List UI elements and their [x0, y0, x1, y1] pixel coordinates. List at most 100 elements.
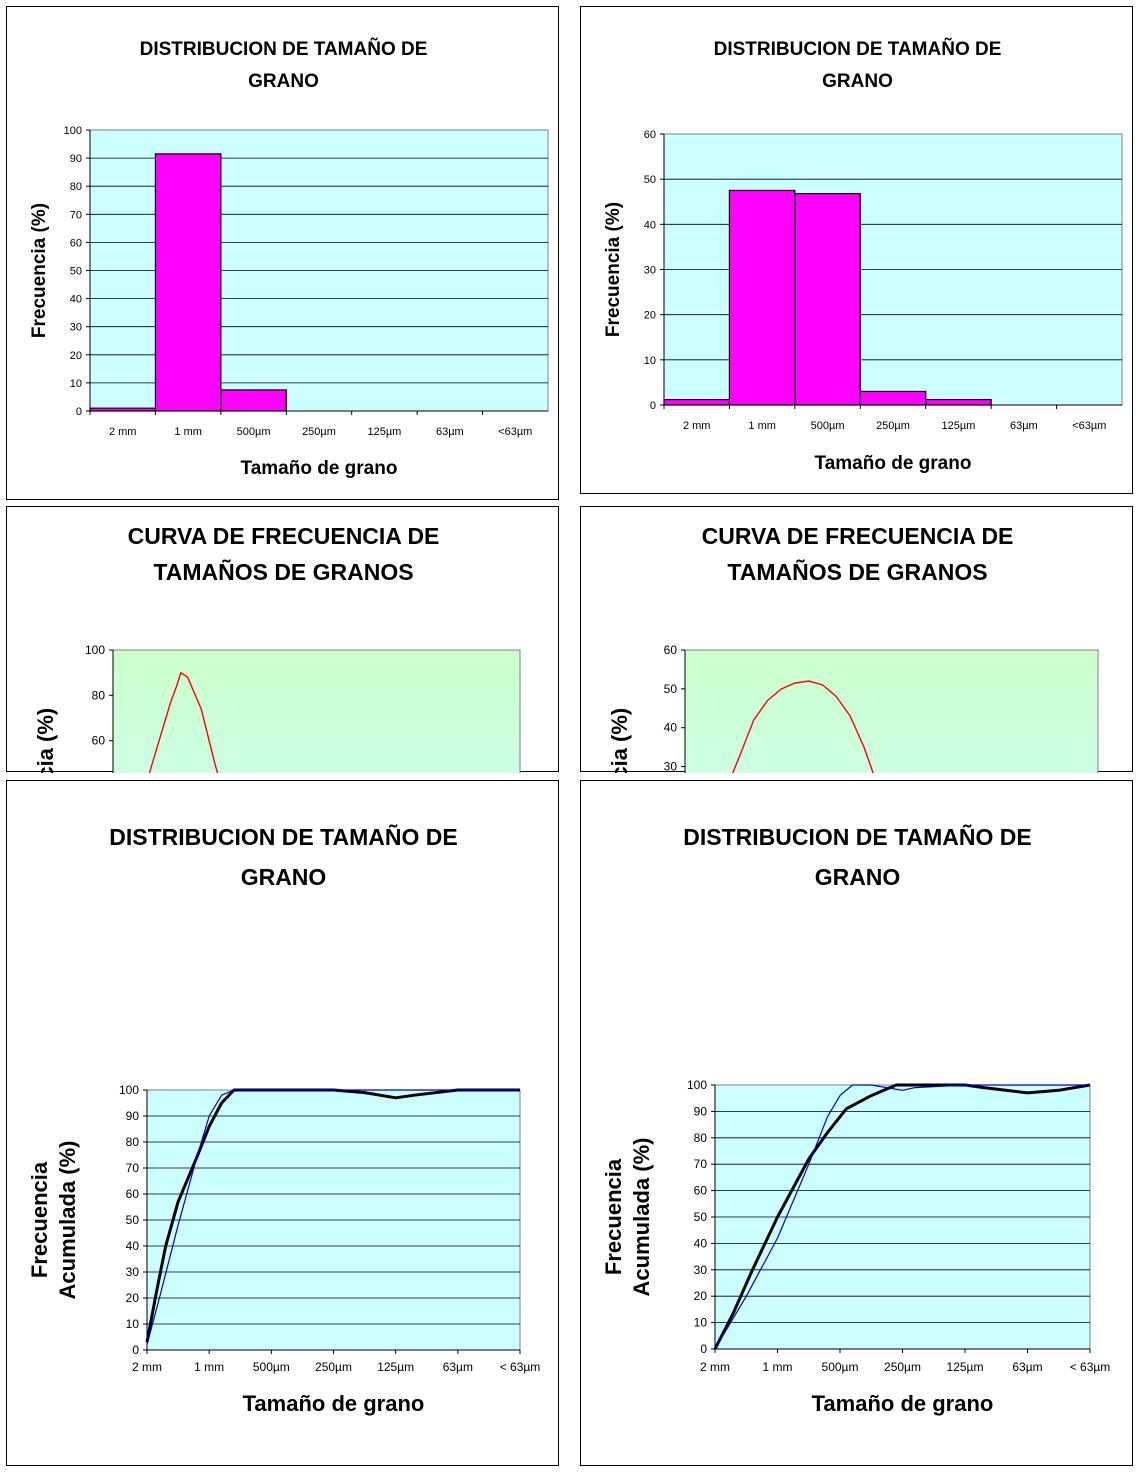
x-axis-label: Tamaño de grano — [243, 1391, 425, 1416]
chart-title: GRANO — [822, 71, 893, 92]
x-tick-label: 2 mm — [109, 426, 137, 438]
chart-title: DISTRIBUCION DE TAMAÑO DE — [140, 38, 428, 60]
y-tick-label: 20 — [644, 310, 656, 322]
y-tick-label: 70 — [126, 1161, 140, 1175]
bar — [859, 390, 927, 406]
x-axis-label: Tamaño de grano — [815, 453, 972, 474]
x-tick-label: 2 mm — [132, 1360, 162, 1374]
bar — [89, 407, 157, 412]
y-tick-label: 70 — [694, 1157, 708, 1171]
x-tick-label: 250µm — [302, 426, 336, 438]
y-tick-label: 30 — [664, 760, 678, 773]
chart-panel-histogram-1: DISTRIBUCION DE TAMAÑO DE GRANO 0 10 20 30 40 5… — [6, 6, 559, 500]
y-tick-label: 30 — [70, 322, 82, 334]
x-tick-label: 1 mm — [174, 426, 202, 438]
series-line — [714, 1084, 1090, 1350]
y-tick-label: 0 — [700, 1342, 707, 1356]
y-tick-label: 60 — [694, 1184, 708, 1198]
x-tick-label: 250µm — [315, 1360, 352, 1374]
y-axis-label: Acumulada (%) — [629, 1138, 654, 1297]
x-tick-label: < 63µm — [1070, 1360, 1111, 1374]
x-tick-label: 125µm — [941, 420, 975, 432]
y-tick-label: 10 — [126, 1317, 140, 1331]
y-tick-label: 100 — [64, 125, 82, 137]
x-tick-label: <63µm — [498, 426, 532, 438]
plot-area — [112, 649, 521, 773]
bar — [663, 398, 731, 406]
bar — [220, 389, 287, 412]
bar — [925, 398, 992, 406]
x-tick-label: 63µm — [1010, 420, 1038, 432]
x-axis-label: Tamaño de grano — [812, 1391, 994, 1416]
y-tick-label: 40 — [664, 721, 678, 735]
bar — [794, 193, 861, 406]
y-tick-label: 40 — [126, 1239, 140, 1253]
x-tick-label: 500µm — [253, 1360, 290, 1374]
x-tick-label: 1 mm — [748, 420, 776, 432]
plot-area — [684, 649, 1099, 773]
y-tick-label: 40 — [70, 294, 82, 306]
y-tick-label: 50 — [694, 1210, 708, 1224]
x-tick-label: 1 mm — [194, 1360, 224, 1374]
y-tick-label: 90 — [126, 1109, 140, 1123]
y-axis-label: Frecuencia (%) — [29, 203, 50, 338]
y-tick-label: 60 — [70, 237, 82, 249]
x-tick-label: < 63µm — [500, 1360, 541, 1374]
x-tick-label: 63µm — [1012, 1360, 1042, 1374]
chart-panel-cumulative-1: DISTRIBUCION DE TAMAÑO DE GRANO 0 10 20 30 40 5… — [6, 780, 559, 1466]
y-tick-label: 70 — [70, 209, 82, 221]
chart-title: DISTRIBUCION DE TAMAÑO DE — [683, 823, 1031, 850]
x-tick-label: 63µm — [436, 426, 464, 438]
chart-panel-histogram-2: DISTRIBUCION DE TAMAÑO DE GRANO 0 10 20 30 40 5… — [580, 6, 1133, 494]
x-tick-label: 1 mm — [763, 1360, 793, 1374]
x-tick-label: 500µm — [822, 1360, 859, 1374]
y-tick-label: 0 — [132, 1343, 139, 1357]
x-tick-label: 125µm — [947, 1360, 984, 1374]
x-axis-label: Tamaño de grano — [241, 458, 398, 479]
x-tick-label: <63µm — [1072, 420, 1106, 432]
chart-title: CURVA DE FRECUENCIA DE — [128, 523, 440, 549]
chart-title: TAMAÑOS DE GRANOS — [153, 558, 413, 585]
chart-title: GRANO — [815, 864, 901, 890]
x-tick-label: 500µm — [237, 426, 271, 438]
y-tick-label: 30 — [644, 265, 656, 277]
chart-title: DISTRIBUCION DE TAMAÑO DE — [109, 823, 457, 850]
y-tick-label: 40 — [644, 219, 656, 231]
y-axis-label: Frecuencia (%) — [607, 708, 632, 773]
chart-svg: DISTRIBUCION DE TAMAÑO DE GRANO 0 10 20 30 40 5… — [27, 823, 541, 1416]
y-axis-label: Acumulada (%) — [55, 1141, 80, 1300]
y-tick-label: 10 — [70, 378, 82, 390]
chart-panel-cumulative-2: DISTRIBUCION DE TAMAÑO DE GRANO 0 10 20 30 40 5… — [580, 780, 1133, 1466]
y-tick-label: 80 — [70, 181, 82, 193]
y-axis-label: Frecuencia (%) — [603, 202, 624, 337]
series-line — [713, 1083, 1091, 1350]
x-tick-label: 2 mm — [683, 420, 711, 432]
y-tick-label: 60 — [644, 129, 656, 141]
series-line — [148, 671, 219, 773]
y-axis-label: Frecuencia (%) — [33, 708, 58, 773]
y-tick-label: 60 — [92, 734, 106, 748]
y-tick-label: 100 — [119, 1083, 139, 1097]
x-tick-label: 2 mm — [700, 1360, 730, 1374]
y-tick-label: 90 — [70, 153, 82, 165]
chart-svg: DISTRIBUCION DE TAMAÑO DE GRANO 0 10 20 30 40 5… — [601, 823, 1111, 1416]
y-tick-label: 100 — [85, 643, 105, 657]
y-tick-label: 0 — [650, 400, 656, 412]
x-tick-label: 250µm — [876, 420, 910, 432]
chart-title: TAMAÑOS DE GRANOS — [727, 558, 987, 585]
y-tick-label: 10 — [644, 355, 656, 367]
x-tick-label: 63µm — [443, 1360, 473, 1374]
y-tick-label: 50 — [664, 682, 678, 696]
y-tick-label: 50 — [126, 1213, 140, 1227]
chart-svg: DISTRIBUCION DE TAMAÑO DE GRANO 0 10 20 30 40 5… — [29, 38, 549, 479]
chart-title: DISTRIBUCION DE TAMAÑO DE — [714, 38, 1002, 60]
x-tick-label: 500µm — [811, 420, 845, 432]
y-tick-label: 80 — [694, 1131, 708, 1145]
y-tick-label: 10 — [694, 1316, 708, 1330]
chart-svg: DISTRIBUCION DE TAMAÑO DE GRANO 0 10 20 30 40 5… — [603, 38, 1123, 474]
y-tick-label: 30 — [126, 1265, 140, 1279]
